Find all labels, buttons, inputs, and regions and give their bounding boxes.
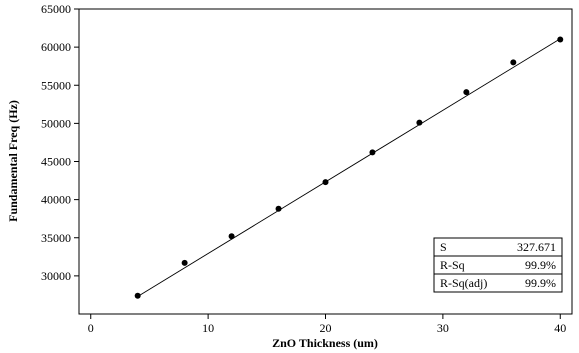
data-point: [463, 89, 470, 96]
fit-line: [137, 38, 561, 297]
x-tick-label: 0: [88, 321, 94, 335]
stats-label-rsq: R-Sq: [440, 258, 465, 272]
data-point: [557, 36, 564, 43]
y-axis: 30000 35000 40000 45000 50000 55000 60000 65000: [41, 2, 79, 283]
x-axis: 0 10 20 30 40: [88, 314, 566, 335]
stats-box-frame: [433, 237, 563, 293]
y-tick-label: 45000: [41, 155, 71, 169]
y-tick-label: 55000: [41, 78, 71, 92]
x-tick-label: 10: [202, 321, 214, 335]
data-point: [228, 233, 235, 240]
y-axis-title: Fundamental Freq (Hz): [6, 100, 20, 222]
y-tick-label: 65000: [41, 2, 71, 16]
data-point: [322, 179, 329, 186]
data-point: [134, 292, 141, 299]
stats-value-s: 327.671: [517, 240, 556, 254]
x-tick-label: 20: [320, 321, 332, 335]
data-point: [369, 149, 376, 156]
data-point: [275, 205, 282, 212]
y-tick-label: 60000: [41, 40, 71, 54]
data-point: [510, 59, 517, 66]
y-tick-label: 35000: [41, 231, 71, 245]
y-tick-label: 30000: [41, 269, 71, 283]
x-axis-title: ZnO Thickness (um): [272, 336, 378, 350]
stats-label-s: S: [440, 240, 447, 254]
data-point: [416, 119, 423, 126]
y-tick-label: 50000: [41, 116, 71, 130]
plot-area: [134, 36, 564, 299]
data-point: [181, 259, 188, 266]
stats-value-rsq-adj: 99.9%: [525, 276, 556, 290]
y-tick-label: 40000: [41, 193, 71, 207]
stats-label-rsq-adj: R-Sq(adj): [440, 276, 487, 290]
x-tick-label: 40: [554, 321, 566, 335]
x-tick-label: 30: [437, 321, 449, 335]
stats-value-rsq: 99.9%: [525, 258, 556, 272]
stats-box: S 327.671 R-Sq 99.9% R-Sq(adj) 99.9%: [433, 237, 563, 293]
